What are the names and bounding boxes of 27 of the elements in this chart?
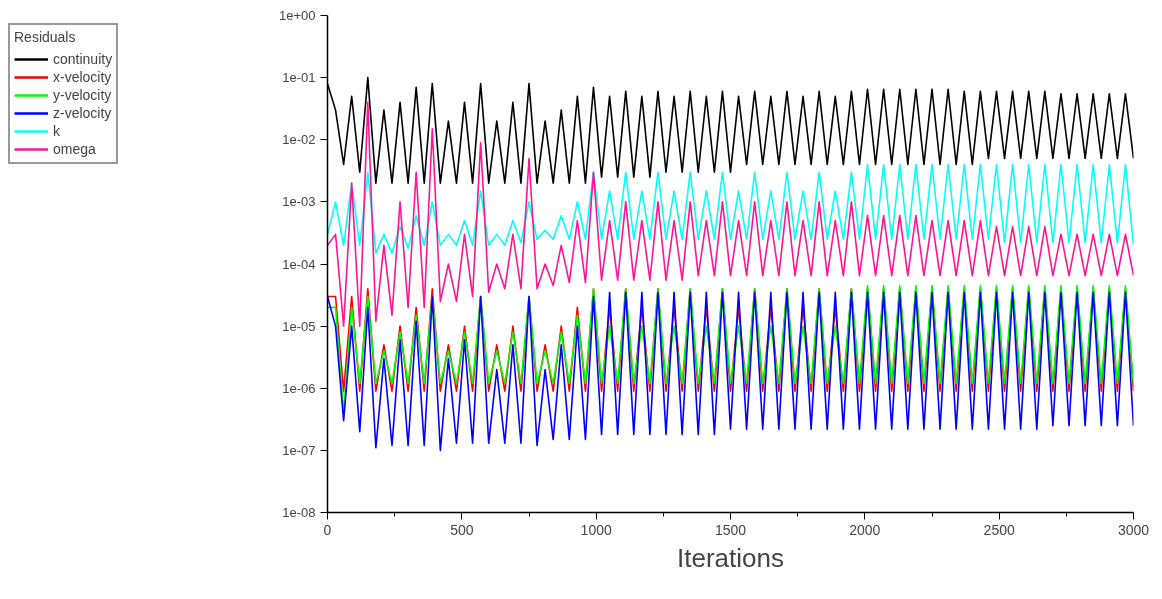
line-series — [327, 101, 1134, 327]
legend-label: k — [53, 122, 61, 140]
line-series — [327, 291, 1134, 452]
y-tick-label: 1e-06 — [282, 380, 316, 396]
legend-label: z-velocity — [53, 104, 112, 122]
x-tick-label: 500 — [450, 521, 474, 538]
y-tick-label: 1e-02 — [282, 132, 316, 148]
x-axis-title: Iterations — [677, 542, 784, 573]
x-tick-label: 0 — [323, 521, 332, 538]
x-tick-label: 2000 — [849, 521, 881, 538]
y-tick-label: 1e-04 — [282, 256, 316, 272]
legend-label: x-velocity — [53, 68, 112, 86]
y-tick-label: 1e-07 — [282, 442, 316, 458]
x-tick-label: 2500 — [983, 521, 1015, 538]
y-tick-label: 1e+00 — [278, 8, 316, 23]
x-tick-label: 3000 — [1117, 521, 1150, 538]
legend-title: Residuals — [14, 29, 77, 45]
legend-label: continuity — [53, 50, 113, 68]
x-tick-label: 1000 — [580, 521, 612, 538]
y-tick-label: 1e-05 — [282, 318, 316, 334]
legend-label: y-velocity — [53, 86, 112, 104]
y-tick-label: 1e-01 — [282, 70, 316, 86]
x-tick-label: 1500 — [714, 521, 747, 538]
legend-label: omega — [53, 140, 96, 158]
line-series — [327, 163, 1134, 254]
y-tick-label: 1e-08 — [282, 505, 316, 520]
y-tick-label: 1e-03 — [282, 194, 316, 210]
